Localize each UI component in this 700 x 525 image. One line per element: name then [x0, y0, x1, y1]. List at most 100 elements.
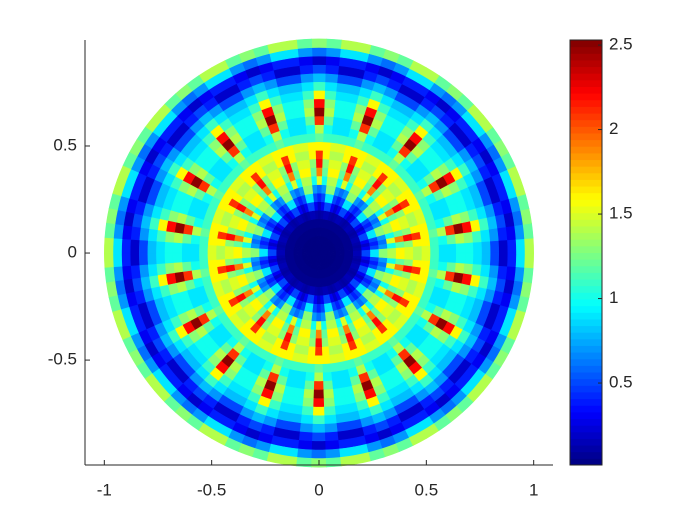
colorbar-swatch	[570, 352, 602, 360]
cell	[181, 252, 191, 263]
cell	[498, 252, 509, 267]
cell	[224, 239, 235, 248]
colorbar-swatch	[570, 252, 602, 260]
y-tick-label: 0.5	[53, 135, 77, 154]
cell	[429, 236, 440, 246]
cell	[293, 387, 305, 399]
cell	[354, 41, 372, 54]
cell	[322, 371, 333, 382]
cell	[324, 64, 340, 75]
cell	[121, 238, 131, 254]
cell	[224, 246, 234, 254]
cell	[506, 322, 522, 341]
cell	[307, 346, 317, 357]
cell	[321, 167, 329, 177]
colorbar-swatch	[570, 365, 602, 373]
x-tick-label: 0	[314, 480, 323, 499]
x-tick-label: 0.5	[415, 480, 439, 499]
cell	[447, 252, 457, 263]
colorbar-swatch	[570, 325, 602, 333]
colorbar-swatch	[570, 232, 602, 240]
cell	[324, 431, 340, 442]
cell	[412, 245, 423, 254]
cell	[164, 241, 174, 254]
cell	[208, 229, 219, 240]
cell	[298, 440, 313, 451]
colorbar-swatch	[570, 166, 602, 174]
cell	[215, 238, 226, 247]
cell	[361, 252, 371, 257]
cell	[395, 252, 406, 260]
cell	[507, 238, 517, 254]
cell	[233, 240, 243, 248]
cell	[138, 252, 148, 266]
cell	[316, 184, 322, 194]
colorbar-swatch	[570, 59, 602, 68]
cell	[488, 264, 500, 279]
cell	[311, 47, 327, 57]
cell	[488, 227, 500, 242]
cell	[324, 90, 337, 101]
cell	[301, 406, 314, 416]
cell	[321, 158, 330, 169]
cell	[312, 81, 326, 91]
cell	[298, 55, 313, 66]
colorbar-swatch	[570, 425, 602, 433]
cell	[215, 252, 226, 261]
cell	[198, 236, 209, 246]
colorbar-swatch	[570, 199, 602, 207]
cell	[512, 179, 526, 197]
cell	[315, 346, 323, 357]
cell	[454, 232, 465, 244]
cell	[121, 265, 133, 281]
cell	[312, 406, 326, 417]
cell	[340, 455, 357, 467]
cell	[307, 150, 317, 160]
cell	[199, 227, 211, 238]
cell	[303, 167, 312, 178]
cell	[121, 225, 133, 241]
colorbar-swatch	[570, 385, 602, 393]
cell	[322, 354, 331, 365]
cell	[292, 250, 303, 254]
cell	[190, 234, 201, 245]
colorbar-swatch	[570, 338, 602, 346]
cell	[403, 258, 414, 267]
cell	[302, 98, 315, 109]
cell	[190, 261, 201, 272]
cell	[312, 90, 326, 100]
colorbar-swatch	[570, 86, 602, 94]
cell	[321, 346, 331, 357]
cell	[155, 263, 167, 277]
cell	[299, 423, 314, 434]
cell	[313, 115, 325, 125]
cell	[497, 265, 508, 280]
cell	[321, 150, 331, 160]
cell	[300, 81, 314, 92]
cell	[313, 381, 325, 391]
colorbar-swatch	[570, 391, 602, 400]
colorbar-swatch	[570, 398, 602, 406]
colorbar-swatch	[570, 73, 602, 81]
cell	[155, 252, 166, 265]
cell	[320, 184, 327, 194]
cell	[308, 337, 317, 348]
colorbar-tick-label: 2	[609, 119, 618, 138]
cell	[322, 124, 333, 135]
cell	[281, 39, 298, 51]
cell	[306, 132, 316, 143]
cell	[316, 304, 322, 314]
cell	[130, 265, 141, 280]
cell	[313, 389, 325, 399]
cell	[112, 309, 126, 327]
cell	[303, 388, 315, 399]
colorbar-swatch	[570, 265, 602, 273]
colorbar-tick-label: 0.5	[609, 373, 633, 392]
cell	[505, 225, 517, 241]
cell	[324, 81, 338, 92]
cell	[284, 250, 294, 254]
cell	[189, 243, 200, 254]
cell	[310, 320, 317, 331]
cell	[311, 55, 327, 66]
